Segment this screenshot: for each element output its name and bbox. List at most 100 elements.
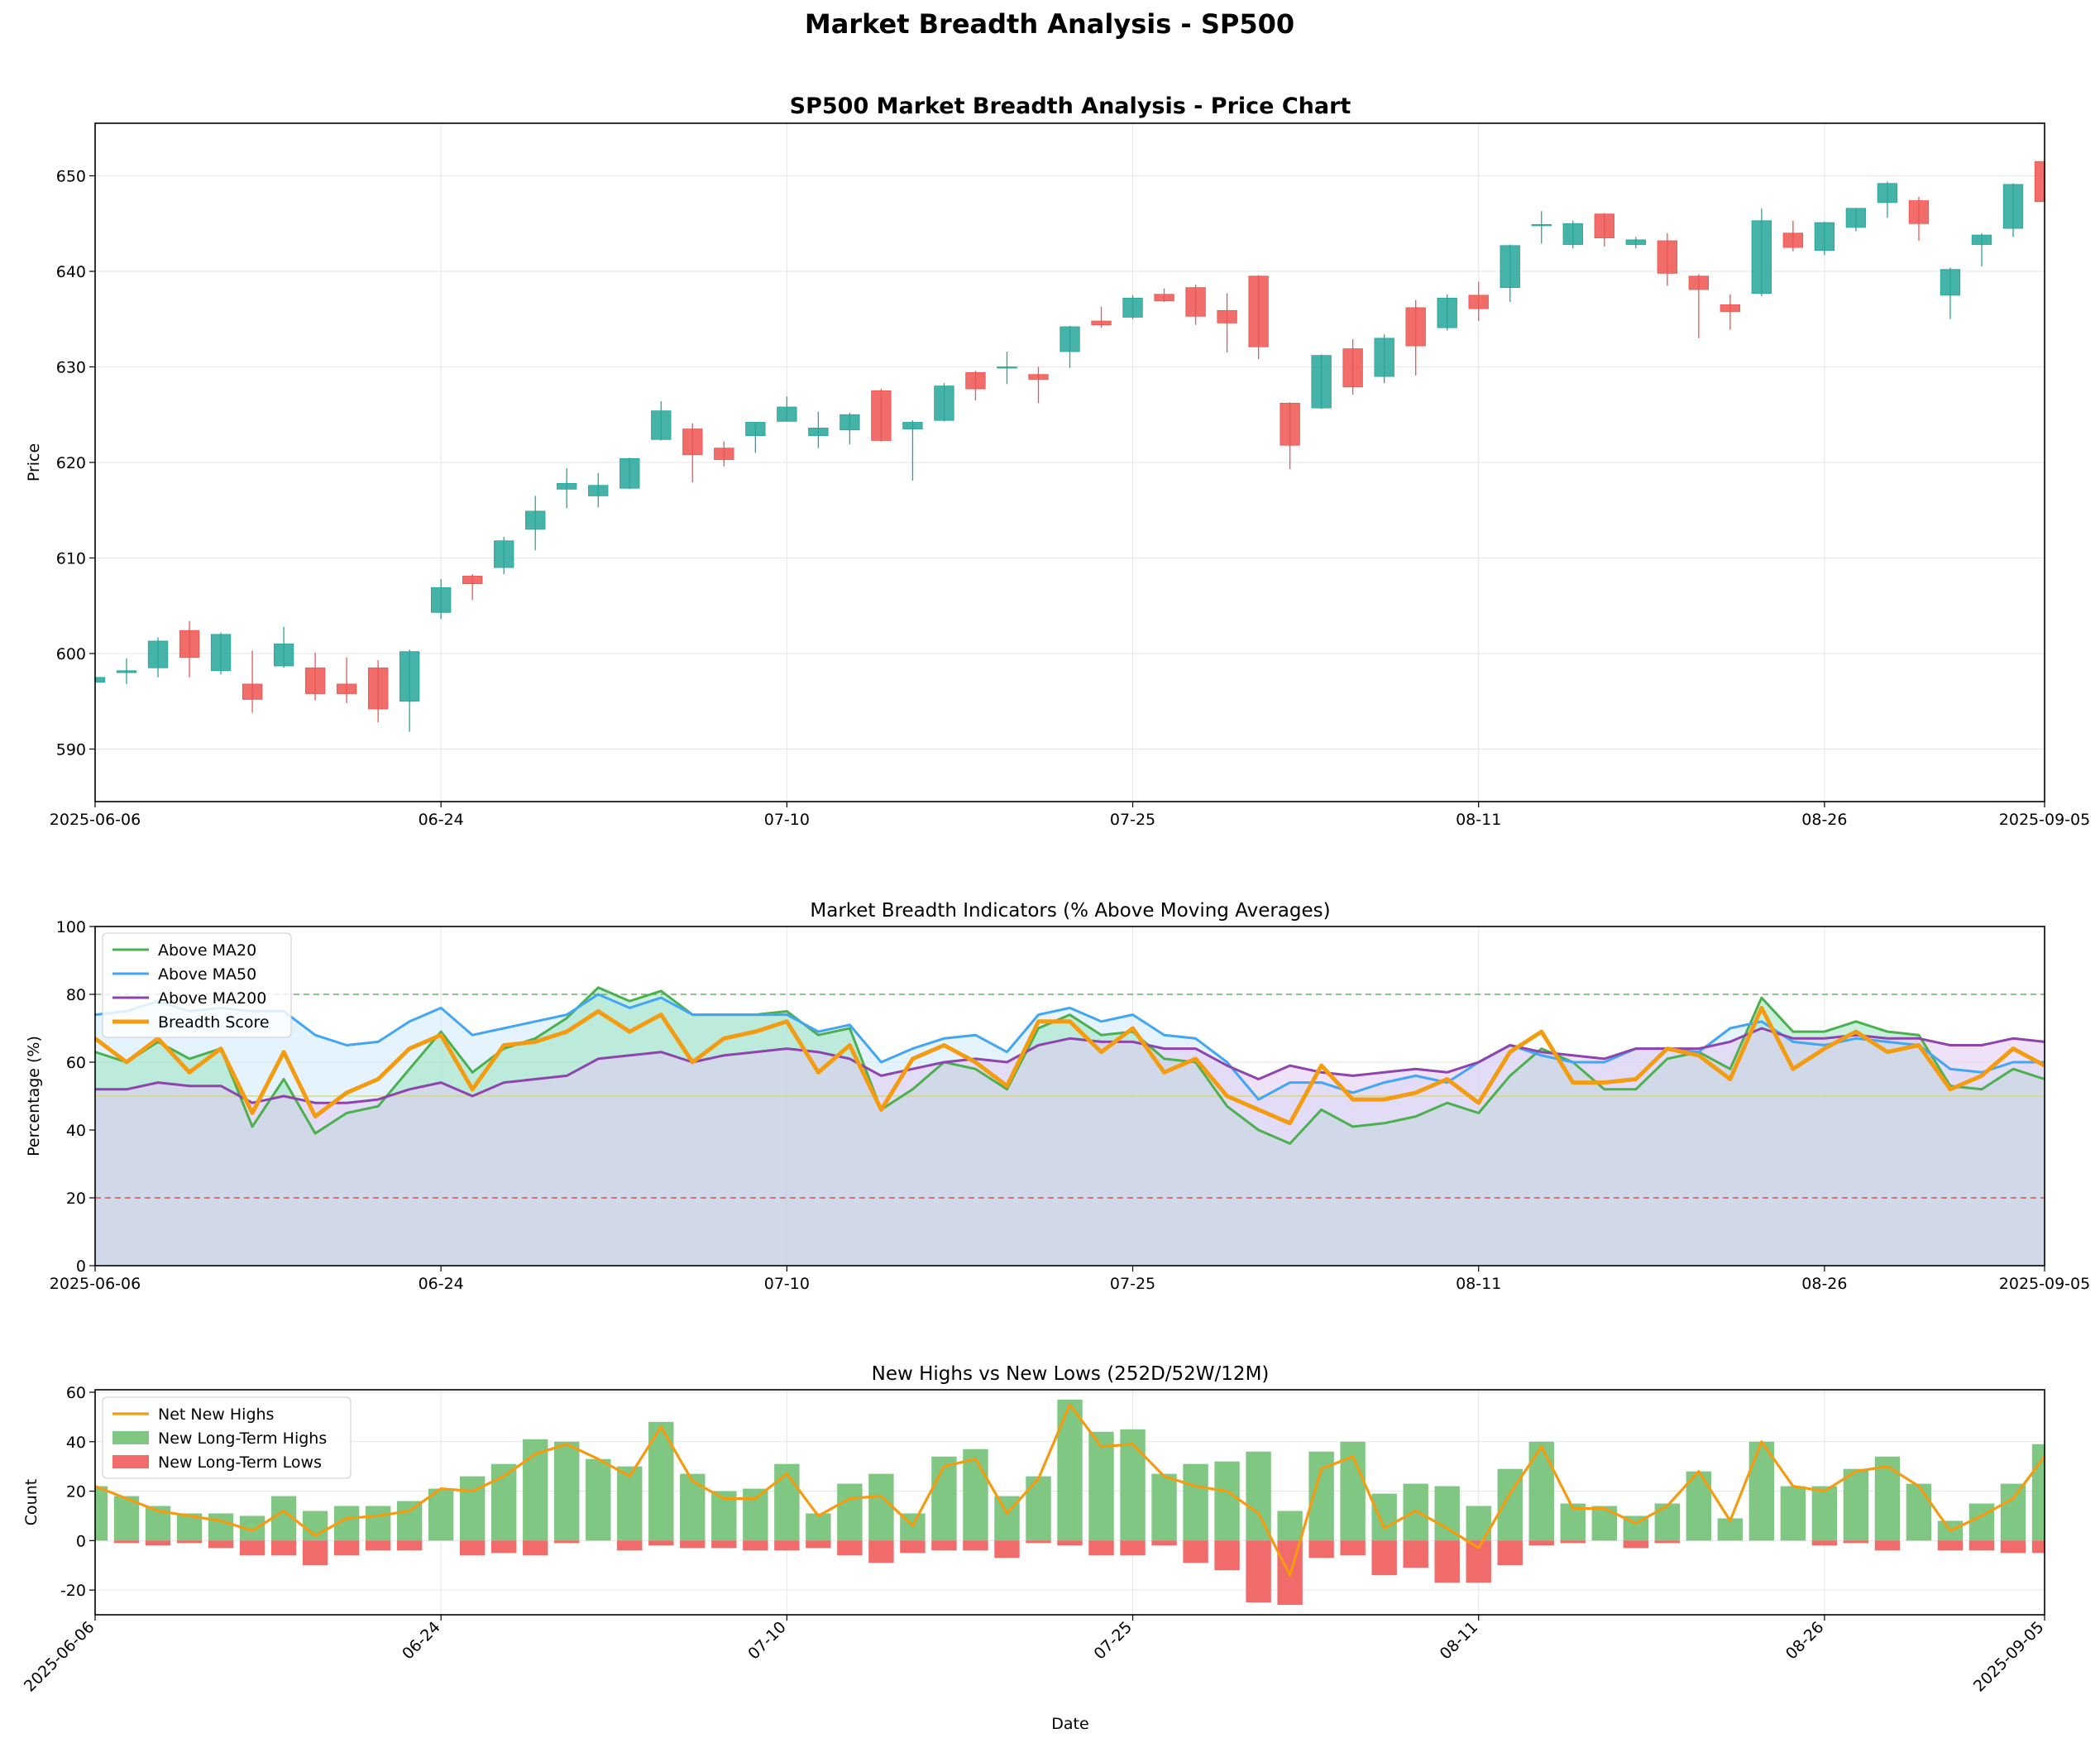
bar-new-low <box>554 1540 580 1544</box>
bar-new-low <box>1120 1540 1146 1556</box>
highs-lows-title: New Highs vs New Lows (252D/52W/12M) <box>872 1363 1270 1385</box>
bar-new-low <box>931 1540 957 1551</box>
candle-body <box>1437 297 1457 328</box>
price-x-axis: 2025-06-06 06-24 07-10 07-25 08-11 08-26 2025-… <box>50 802 2090 829</box>
bar-new-high <box>743 1488 768 1541</box>
y-tick-label: 40 <box>66 1434 86 1452</box>
candle-body <box>1405 307 1426 347</box>
bar-new-high <box>554 1441 580 1541</box>
y-tick-label: 60 <box>66 1384 86 1402</box>
candle-body <box>871 390 892 441</box>
bar-new-high <box>586 1458 611 1541</box>
legend-label: Above MA200 <box>158 989 266 1008</box>
candle-body <box>1782 232 1804 248</box>
bar-new-high <box>396 1501 423 1541</box>
candle-body <box>808 428 829 437</box>
candle-body <box>1814 222 1835 251</box>
breadth-y-label: Percentage (%) <box>25 1036 43 1156</box>
y-tick-label: 620 <box>56 454 86 472</box>
bar-new-low <box>1151 1540 1177 1546</box>
candle-body <box>1342 348 1363 388</box>
y-tick-label: 0 <box>76 1532 86 1550</box>
bar-new-low <box>365 1540 391 1551</box>
line-above-ma20 <box>94 986 2045 1145</box>
bar-new-low <box>963 1540 988 1551</box>
bar-new-low <box>1246 1540 1271 1603</box>
highs-lows-x-label: Date <box>1051 1715 1088 1733</box>
x-tick-label: 2025-09-05 <box>1970 1618 2048 1696</box>
bar-new-low <box>1183 1540 1208 1563</box>
bar-new-low <box>333 1540 360 1556</box>
x-tick-label: 07-10 <box>744 1618 790 1664</box>
bar-new-low <box>1811 1540 1838 1546</box>
bar-new-high <box>1654 1503 1681 1541</box>
x-tick-label: 08-26 <box>1782 1618 1828 1664</box>
candle-body <box>1688 275 1710 290</box>
bar-new-low <box>176 1540 203 1544</box>
bar-new-low <box>1214 1540 1240 1571</box>
candle-body <box>557 483 577 490</box>
legend-swatch <box>112 1431 149 1444</box>
y-tick-label: 650 <box>56 168 86 186</box>
bar-new-high <box>1026 1476 1051 1541</box>
bar-new-low <box>743 1540 768 1551</box>
bar-new-low <box>1026 1540 1051 1544</box>
bar-new-high <box>1906 1483 1932 1541</box>
candle-body <box>94 677 106 683</box>
bar-new-high <box>1843 1468 1869 1541</box>
x-tick-label: 07-10 <box>764 1275 810 1293</box>
breadth-frame <box>94 926 2045 1267</box>
bar-new-low <box>1654 1540 1681 1544</box>
x-tick-label: 2025-09-05 <box>1999 1275 2090 1293</box>
candle-body <box>588 485 609 496</box>
bar-new-low <box>1560 1540 1586 1544</box>
bar-new-low <box>680 1540 706 1549</box>
y-tick-label: 40 <box>66 1122 86 1140</box>
bar-new-high <box>523 1439 548 1541</box>
candle-body <box>902 422 923 429</box>
candle-body <box>777 406 797 422</box>
highs-lows-x-axis: 2025-06-06 06-24 07-10 07-25 08-11 08-26 2025-… <box>21 1615 2048 1696</box>
candle-body <box>682 429 703 456</box>
bar-new-low <box>1968 1540 1995 1551</box>
candle-body <box>1657 240 1677 274</box>
candle-body <box>1594 213 1614 238</box>
x-tick-label: 07-25 <box>1090 1618 1136 1664</box>
candle-body <box>1280 402 1300 446</box>
bar-new-low <box>302 1540 328 1566</box>
candle-body <box>1500 245 1520 289</box>
bar-new-low <box>523 1540 548 1556</box>
breadth-series <box>93 986 2046 1266</box>
highs-lows-frame <box>94 1389 2045 1616</box>
bar-new-low <box>900 1540 926 1554</box>
y-tick-label: 20 <box>66 1483 86 1501</box>
candle-body <box>1940 269 1961 296</box>
candle-body <box>840 414 860 431</box>
candle-body <box>1185 287 1206 317</box>
bar-new-high <box>1371 1493 1397 1541</box>
bar-new-high <box>1120 1429 1146 1541</box>
price-chart-panel: SP500 Market Breadth Analysis - Price Ch… <box>25 93 2090 829</box>
legend-label: Net New Highs <box>158 1405 274 1424</box>
bar-new-low <box>868 1540 894 1563</box>
price-y-axis: 590 600 610 620 630 640 650 <box>56 168 95 759</box>
candle-body <box>997 366 1017 369</box>
bar-new-high <box>2000 1483 2026 1541</box>
breadth-x-axis: 2025-06-06 06-24 07-10 07-25 08-11 08-26 2025-… <box>50 1266 2090 1293</box>
bar-new-low <box>711 1540 737 1549</box>
bar-new-high <box>868 1473 894 1541</box>
x-tick-label: 06-24 <box>399 1618 444 1664</box>
x-tick-label: 07-25 <box>1110 811 1155 829</box>
bar-new-low <box>396 1540 423 1551</box>
y-tick-label: -20 <box>60 1582 86 1600</box>
y-tick-label: 640 <box>56 263 86 281</box>
breadth-title: Market Breadth Indicators (% Above Movin… <box>810 900 1330 922</box>
candle-body <box>1751 220 1772 294</box>
bar-new-low <box>1874 1540 1901 1551</box>
legend-swatch <box>112 1455 149 1468</box>
bar-new-high <box>774 1463 800 1541</box>
bar-new-low <box>1371 1540 1397 1576</box>
bar-new-low <box>1340 1540 1366 1556</box>
price-chart-candles <box>94 160 2045 732</box>
candle-body <box>525 510 546 530</box>
